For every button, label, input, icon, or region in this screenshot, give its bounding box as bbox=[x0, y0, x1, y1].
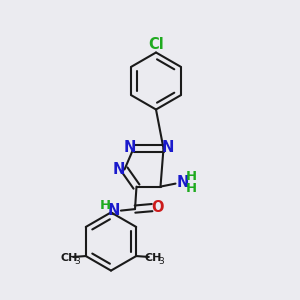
Text: N: N bbox=[113, 162, 125, 177]
Text: CH: CH bbox=[145, 254, 162, 263]
Text: 3: 3 bbox=[74, 256, 80, 266]
Text: CH: CH bbox=[61, 254, 78, 263]
Text: N: N bbox=[123, 140, 136, 154]
Text: N: N bbox=[177, 175, 189, 190]
Text: O: O bbox=[151, 200, 164, 215]
Text: N: N bbox=[161, 140, 174, 154]
Text: H: H bbox=[186, 182, 197, 196]
Text: N: N bbox=[107, 203, 120, 218]
Text: H: H bbox=[186, 170, 197, 184]
Text: 3: 3 bbox=[158, 256, 164, 266]
Text: Cl: Cl bbox=[148, 37, 164, 52]
Text: H: H bbox=[99, 199, 111, 212]
